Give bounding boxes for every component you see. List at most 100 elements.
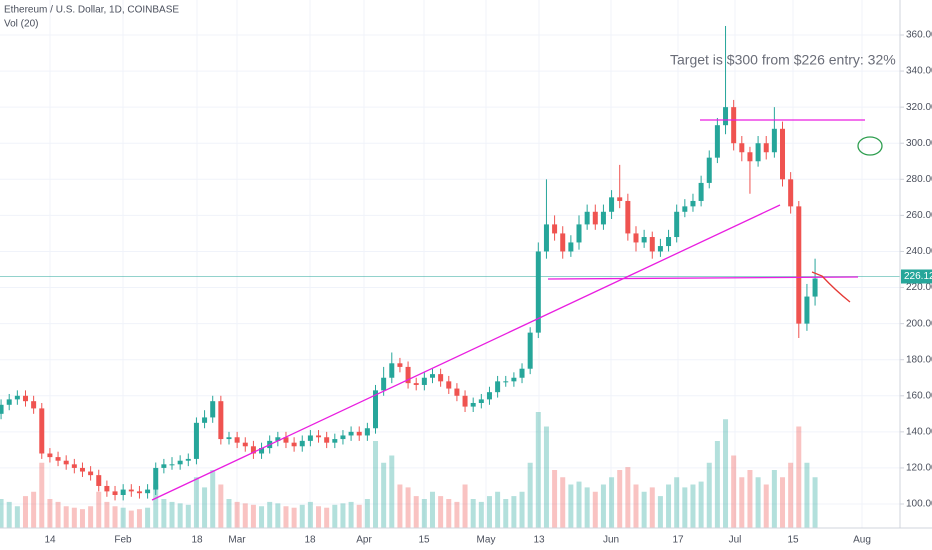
x-tick-label: 14 [44,535,56,546]
volume-bar [6,501,12,528]
x-tick-label: May [477,535,496,546]
candle-body [193,422,199,459]
candle-body [104,485,110,492]
candle-body [421,377,427,385]
candle-body [88,471,94,476]
x-tick-label: 13 [533,535,545,546]
volume-bar [438,496,444,528]
volume-bar [812,477,818,528]
candle-body [674,211,680,238]
candle-body [22,395,28,402]
volume-bar [763,484,769,528]
candle-body [478,399,484,403]
volume-bar [364,499,370,528]
volume-bar [267,501,273,528]
volume-bar [421,499,427,528]
volume-bar [755,477,761,528]
candle-body [14,395,20,400]
volume-bar [128,510,134,528]
candle-body [71,464,77,468]
candle-body [136,491,142,494]
volume-bar [747,470,753,528]
drawings [151,119,883,501]
candle-body [79,467,85,472]
volume-bar [226,499,232,528]
candle-body [316,435,322,438]
volume-bar [780,477,786,528]
volume-bar [429,491,435,528]
candle-body [666,237,672,247]
volume-bar [299,504,305,528]
candle-body [39,408,45,454]
volume-bar [88,506,94,528]
y-tick-label: 280.00 [906,174,932,185]
volume-bar [79,509,85,528]
x-tick-label: 18 [304,535,316,546]
candle-body [535,251,541,333]
candle-body [706,157,712,183]
candle-body [714,125,720,158]
volume-bar [568,484,574,528]
volume-bar [120,507,126,528]
candle-body [413,383,419,385]
volume-bar [340,503,346,528]
volume-bar [576,481,582,528]
candle-body [348,431,354,436]
volume-bar [633,484,639,528]
candle-body [560,233,566,252]
candle-body [161,464,167,468]
volume-bar [316,506,322,528]
candle-body [690,200,696,207]
volume-bar [153,484,159,528]
candle-body [731,107,737,144]
volume-bar [202,487,208,528]
volume-bar [283,506,289,528]
last-price-label: 226.12 [904,271,932,282]
volume-bar [698,481,704,528]
volume-bar [332,504,338,528]
candle-body [63,460,69,465]
volume-bar [706,462,712,528]
candle-body [242,442,248,447]
x-tick-label: 18 [191,535,203,546]
volume-bar [600,484,606,528]
axes: 100.00 120.00 140.00 160.00 180.00 200.00 220.… [44,30,932,546]
volume-bar [161,499,167,528]
volume-bar [169,501,175,528]
candle-body [185,458,191,461]
candle-body [283,437,289,443]
volume-bar [511,496,517,528]
volume-bar [560,477,566,528]
x-tick-label: Aug [853,535,871,546]
candle-body [202,417,208,423]
candle-body [568,242,574,252]
volume-bar [14,506,20,528]
volume [0,412,818,528]
volume-bar [519,491,525,528]
candle-body [47,453,53,458]
candle-body [519,368,525,378]
y-tick-label: 120.00 [906,463,932,474]
candle-body [356,431,362,436]
volume-bar [348,501,354,528]
volume-bar [39,462,45,528]
volume-bar [177,503,183,528]
volume-bar [649,487,655,528]
volume-bar [796,426,802,528]
x-tick-label: Apr [356,535,372,546]
candle-body [527,332,533,369]
volume-bar [714,441,720,528]
candle-body [609,197,615,212]
candle-body [641,237,647,243]
volume-bar [47,499,53,528]
volume-bar [503,499,509,528]
candle-body [397,363,403,367]
volume-bar [63,506,69,528]
candle-body [324,437,330,443]
x-tick-label: 15 [418,535,430,546]
volume-bar [470,499,476,528]
volume-bar [674,477,680,528]
candle-body [600,211,606,225]
